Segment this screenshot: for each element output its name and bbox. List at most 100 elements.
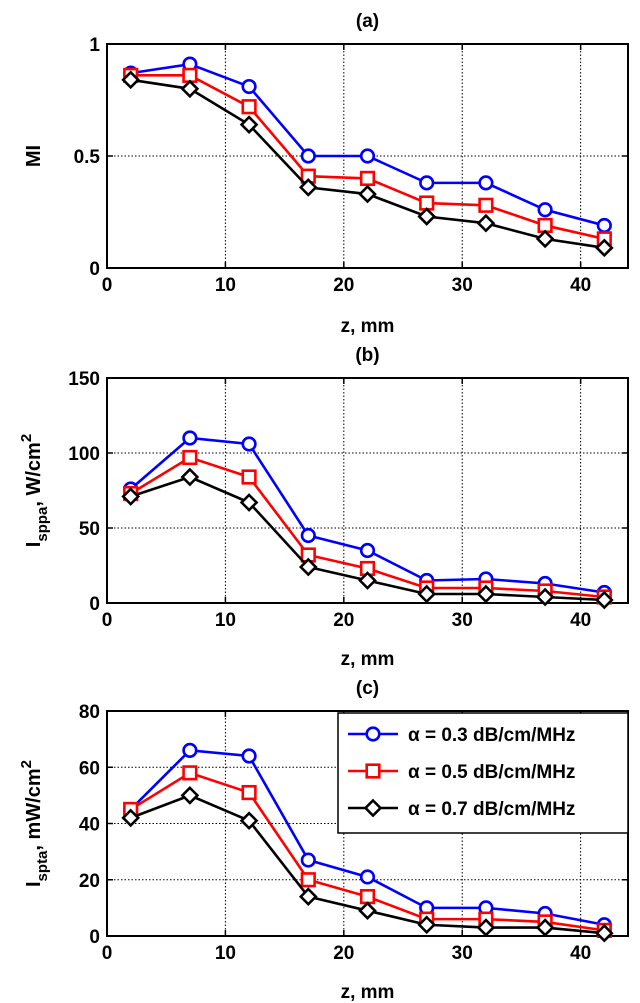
x-axis-label: z, mm [341,982,395,1003]
x-tick-label: 20 [333,275,354,296]
series-1 [123,742,612,933]
y-axis-label-subscript: sppa [34,506,51,542]
x-tick-label: 10 [215,610,236,631]
y-axis-label-unit: , mW/cm [23,768,45,850]
series-3 [121,70,614,258]
data-point-diamond [594,590,614,610]
data-point-diamond [121,808,141,828]
data-point-diamond [417,584,437,604]
y-axis-label-main: I [23,542,45,548]
y-tick-label: 0 [89,594,100,615]
y-tick-label: 0.5 [74,147,101,168]
data-point-diamond [594,923,614,943]
data-point-circle [478,175,494,191]
axes-frame [106,377,629,604]
y-axis-label: Ispta, mW/cm2 [18,760,51,887]
data-point-circle [596,217,612,234]
data-point-circle [241,436,257,452]
data-point-square [241,469,257,485]
y-axis-label: MI [23,145,45,167]
y-tick-label: 40 [79,815,100,836]
y-tick-label: 0 [89,927,100,948]
x-tick-label: 10 [215,943,236,964]
y-tick-label: 80 [79,702,100,723]
legend-label: α = 0.7 dB/cm/MHz [408,799,575,820]
data-point-diamond [239,493,259,512]
data-point-diamond [239,115,259,134]
data-point-diamond [594,238,614,258]
data-point-diamond [476,213,496,233]
data-point-square [182,765,198,781]
legend-label: α = 0.3 dB/cm/MHz [408,725,575,746]
y-tick-label: 60 [79,758,100,779]
series-1 [123,56,612,234]
x-tick-label: 40 [570,943,591,964]
data-point-square [182,449,198,466]
data-point-diamond [298,557,318,577]
x-tick-label: 40 [570,275,591,296]
data-point-circle [241,748,257,764]
y-tick-label: 50 [79,519,100,540]
data-point-square [300,872,316,888]
data-point-diamond [535,918,555,937]
x-tick-label: 30 [452,610,473,631]
y-axis-label-subscript: spta [34,850,51,882]
data-point-circle [359,148,376,164]
x-tick-label: 20 [333,943,354,964]
y-axis-label-superscript: 2 [18,434,35,442]
x-tick-label: 20 [333,610,354,631]
x-tick-label: 10 [215,275,236,296]
x-tick-label: 30 [452,943,473,964]
data-point-circle [300,852,316,868]
data-point-diamond [358,901,377,921]
data-point-diamond [180,467,200,487]
legend: α = 0.3 dB/cm/MHz α = 0.5 dB/cm/MHz α = 0.… [337,712,629,834]
x-tick-label: 0 [102,275,113,296]
data-point-circle [241,78,257,95]
data-point-diamond [239,811,259,831]
data-point-circle [359,542,376,559]
series-3 [121,467,614,610]
data-point-circle [537,202,553,218]
chart-title: (c) [356,678,379,699]
x-axis-label: z, mm [341,316,395,337]
data-point-diamond [121,487,141,506]
data-point-circle [182,430,198,446]
x-axis-label: z, mm [341,649,395,670]
data-point-diamond [180,79,200,99]
data-point-diamond [535,229,555,249]
x-tick-label: 0 [102,943,113,964]
legend-entry-1: α = 0.3 dB/cm/MHz [348,725,575,746]
data-point-square [365,763,381,779]
chart-title: (a) [356,11,379,32]
data-point-square [359,170,376,187]
series-3 [121,786,614,943]
legend-entry-3: α = 0.7 dB/cm/MHz [348,798,575,820]
data-point-diamond [476,918,496,937]
data-point-circle [365,726,381,742]
data-point-square [241,99,257,115]
y-tick-label: 100 [68,444,100,465]
y-axis-label-main: MI [23,145,45,167]
data-point-square [241,784,257,801]
legend-label: α = 0.5 dB/cm/MHz [408,762,575,783]
data-point-diamond [417,915,437,935]
y-tick-label: 0 [89,259,100,280]
y-axis-label-main: I [23,881,45,887]
x-tick-label: 30 [452,275,473,296]
data-point-diamond [358,184,377,204]
data-point-square [478,197,494,213]
legend-entry-2: α = 0.5 dB/cm/MHz [348,762,575,783]
y-tick-label: 20 [79,871,100,892]
data-point-square [359,889,376,905]
data-point-diamond [363,798,383,818]
x-tick-label: 40 [570,610,591,631]
data-point-diamond [535,587,555,607]
chart-panel-2: 0 10 20 30 40 0 50 100 150 (b) z, mm Isppa, W/cm2 [18,345,629,670]
y-tick-label: 150 [68,369,100,390]
data-point-circle [300,527,316,544]
data-point-diamond [358,571,377,590]
data-point-diamond [298,178,318,197]
data-point-diamond [180,786,200,805]
